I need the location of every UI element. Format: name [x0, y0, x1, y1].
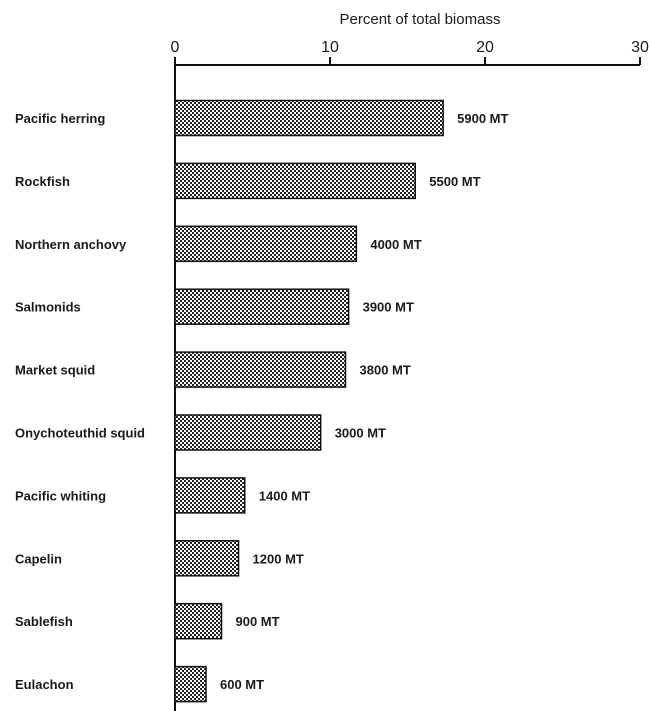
category-label: Salmonids: [15, 300, 81, 315]
bar-value-label: 900 MT: [236, 614, 280, 629]
bar-value-label: 3800 MT: [360, 363, 411, 378]
category-label: Market squid: [15, 363, 95, 378]
bar-value-label: 600 MT: [220, 677, 264, 692]
x-tick-label: 0: [171, 39, 180, 56]
category-label: Capelin: [15, 551, 62, 566]
category-label: Eulachon: [15, 677, 74, 692]
x-tick-label: 30: [631, 39, 649, 56]
x-axis-title: Percent of total biomass: [340, 11, 501, 28]
bar-value-label: 1200 MT: [253, 551, 304, 566]
bar-value-label: 3900 MT: [363, 300, 414, 315]
category-label: Onychoteuthid squid: [15, 426, 145, 441]
bar: [174, 414, 322, 451]
bar-value-label: 1400 MT: [259, 488, 310, 503]
bar-value-label: 5900 MT: [457, 111, 508, 126]
x-tick-label: 10: [321, 39, 339, 56]
bar-value-label: 5500 MT: [429, 174, 480, 189]
x-tick-label: 20: [476, 39, 494, 56]
category-label: Northern anchovy: [15, 237, 127, 252]
category-label: Pacific whiting: [15, 488, 106, 503]
bar: [174, 162, 416, 200]
category-label: Rockfish: [15, 174, 70, 189]
bar-value-label: 4000 MT: [370, 237, 421, 252]
bar: [174, 540, 240, 577]
bar-value-label: 3000 MT: [335, 426, 386, 441]
bar: [174, 351, 347, 388]
bar: [174, 225, 358, 263]
category-label: Pacific herring: [15, 111, 105, 126]
bar: [174, 665, 207, 703]
bar: [174, 99, 444, 137]
bar: [174, 288, 350, 325]
bar: [174, 602, 223, 640]
category-label: Sablefish: [15, 614, 73, 629]
bar: [174, 477, 246, 514]
